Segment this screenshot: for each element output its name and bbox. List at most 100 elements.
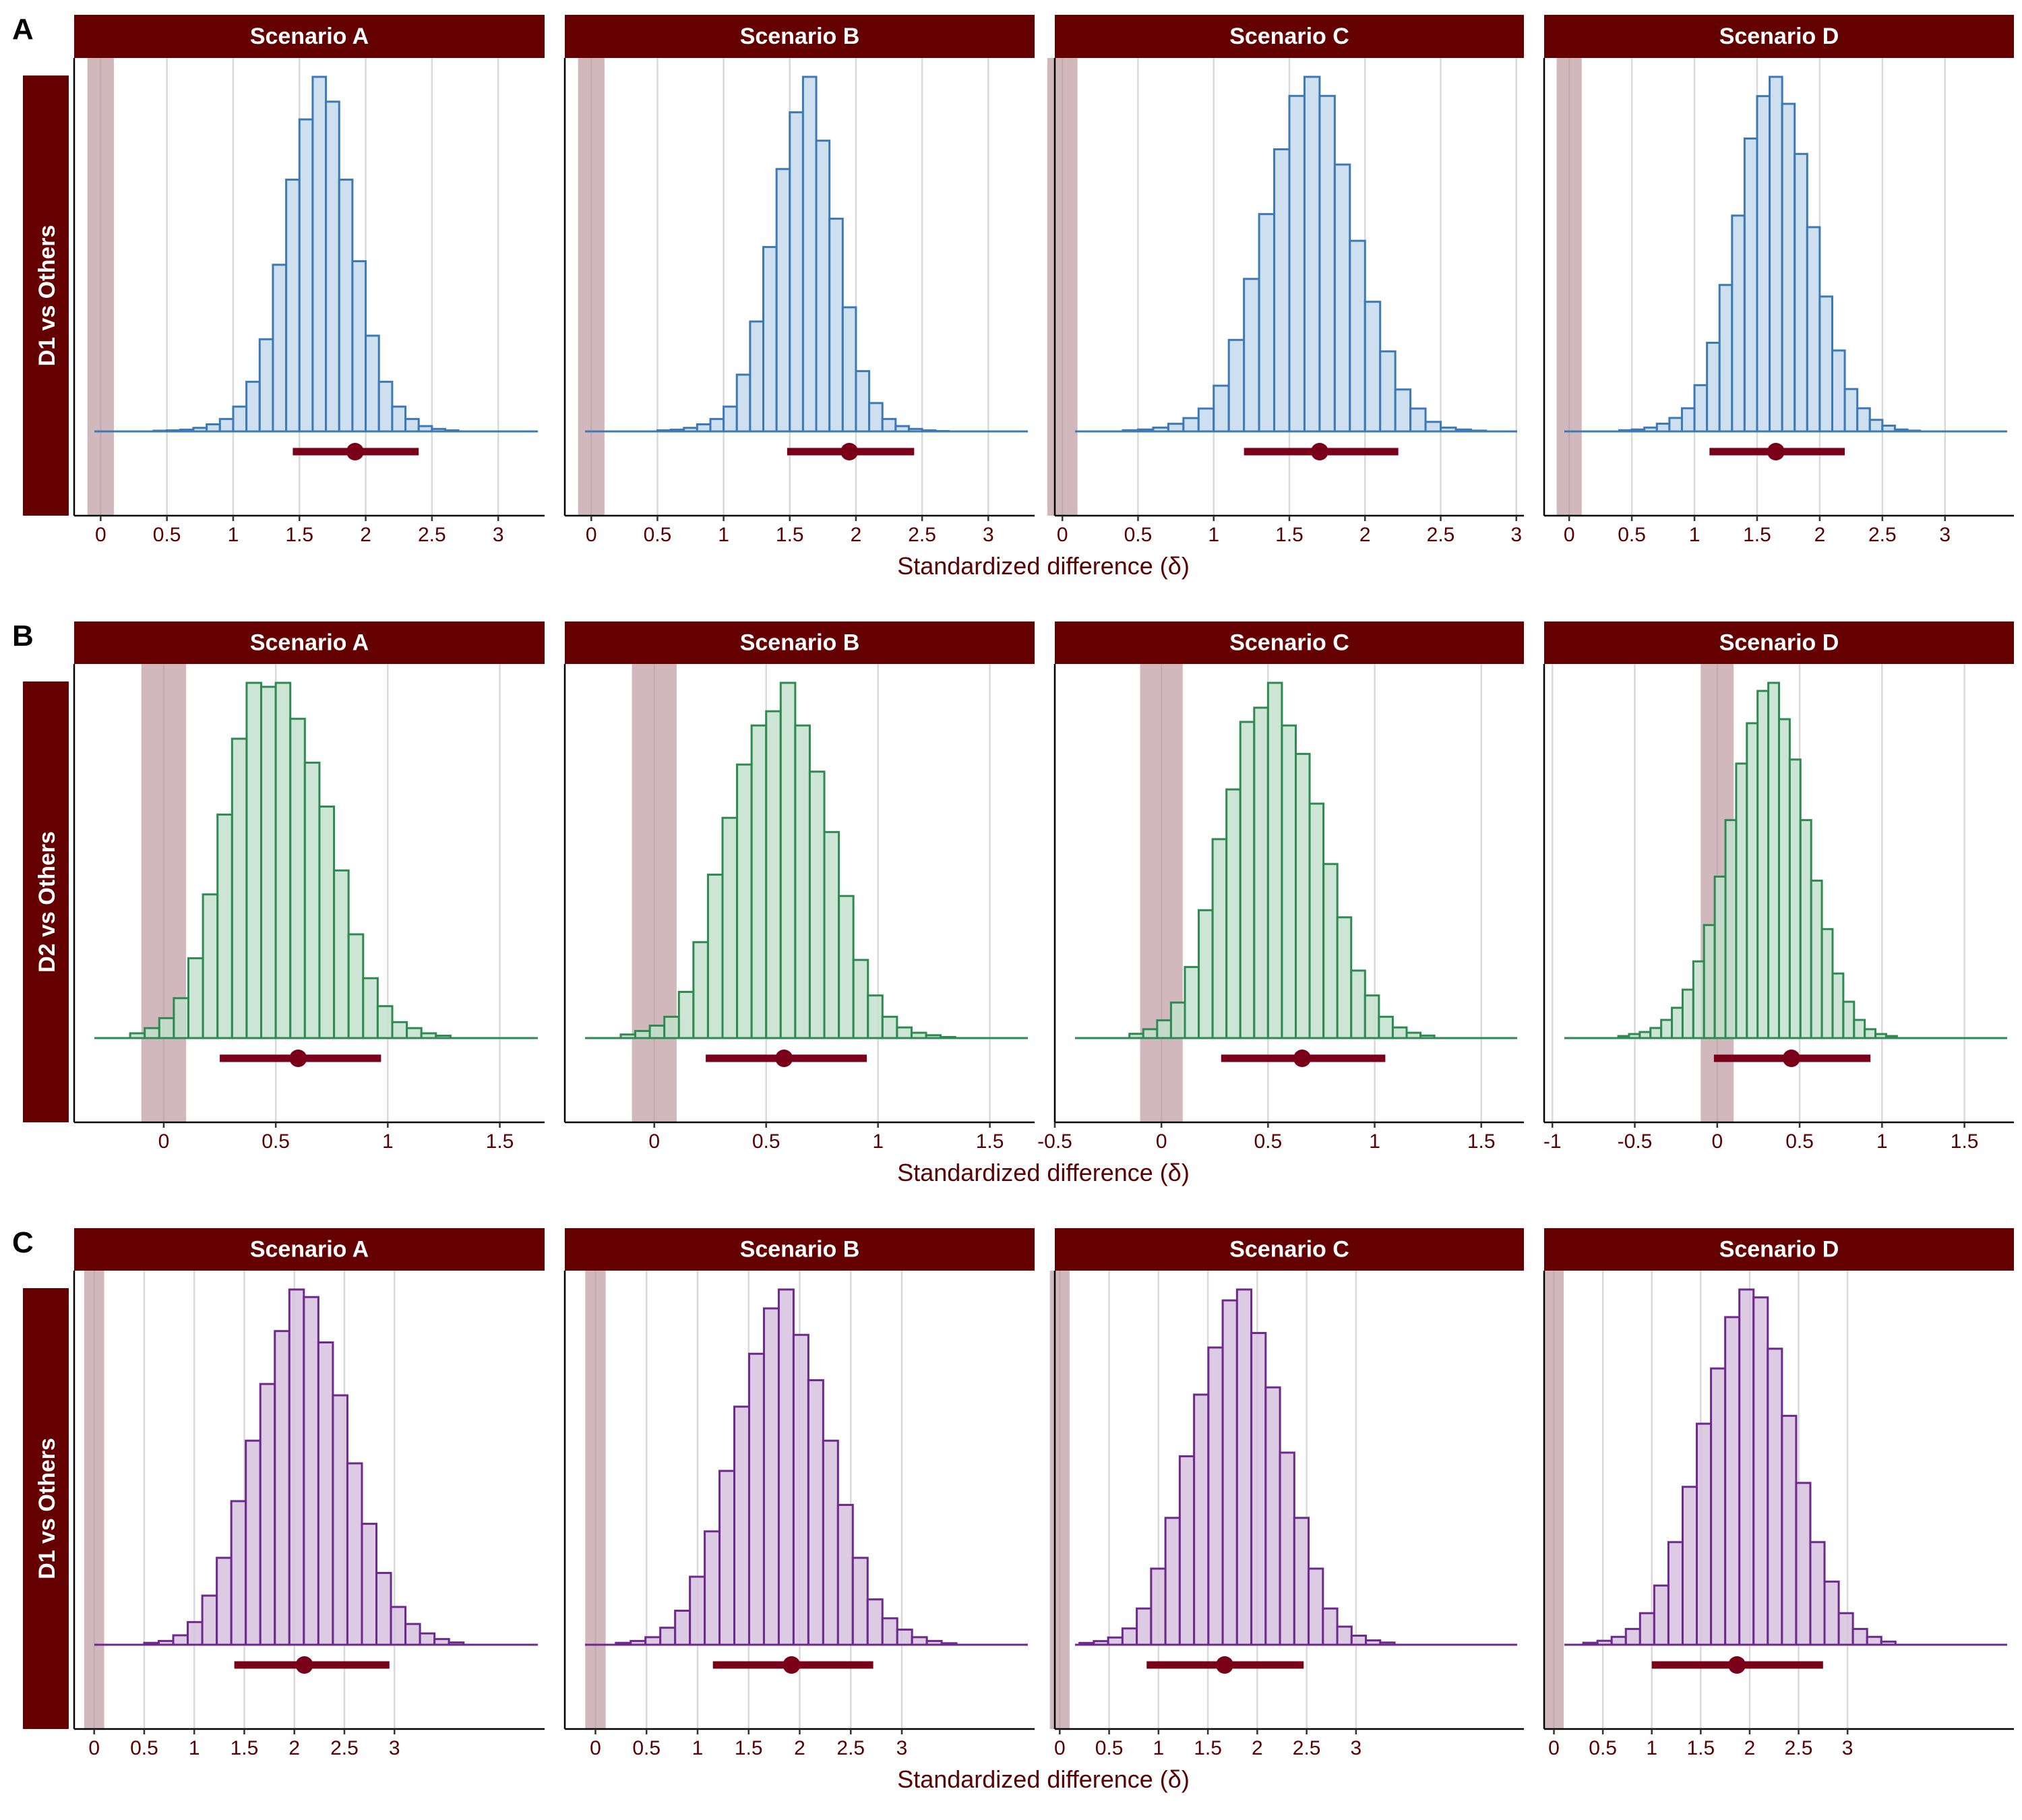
x-tick-label: 0 xyxy=(1054,1737,1066,1759)
x-tick-label: 0 xyxy=(88,1737,100,1759)
histogram-bar xyxy=(288,1288,305,1646)
histogram-bar xyxy=(1809,1541,1826,1646)
histogram-bar xyxy=(736,763,753,1039)
panel-strip xyxy=(1544,1228,2014,1271)
x-tick-label: 2 xyxy=(1359,524,1371,546)
x-tick-label: 2 xyxy=(360,524,371,546)
histogram-bar xyxy=(1680,407,1696,433)
histogram-bar xyxy=(232,405,248,433)
histogram-bar xyxy=(1308,1567,1324,1646)
histogram-bar xyxy=(779,681,797,1039)
histogram-bar xyxy=(1868,419,1884,433)
histogram-bar xyxy=(1713,875,1727,1039)
histogram-bar xyxy=(1409,407,1427,433)
histogram-bar xyxy=(1643,426,1658,433)
histogram-bar xyxy=(777,1288,795,1646)
histogram-bar xyxy=(404,418,420,433)
histogram-bar xyxy=(202,893,219,1039)
panel-strip xyxy=(565,1228,1035,1271)
histogram-bar xyxy=(1273,148,1291,433)
histogram-bar xyxy=(1394,388,1412,433)
histogram-bar xyxy=(762,1307,780,1646)
histogram-bar xyxy=(245,681,263,1039)
histogram-bar xyxy=(1167,423,1185,433)
x-tick-label: -1 xyxy=(1543,1130,1562,1153)
x-tick-label: 0.5 xyxy=(262,1130,290,1153)
histogram-bar xyxy=(1724,819,1738,1039)
panel-B-1: Scenario A 0 0.5 1 1.5 xyxy=(73,621,545,1153)
rope-band xyxy=(1544,1271,1564,1729)
histogram-bar xyxy=(1136,428,1155,433)
histogram-bar xyxy=(868,402,884,433)
histogram-bar xyxy=(317,1341,334,1646)
row-label: D1 vs Others xyxy=(34,1438,60,1579)
histogram-bar xyxy=(1769,75,1783,433)
histogram-bar xyxy=(1610,1635,1627,1646)
x-tick-label: 3 xyxy=(1510,524,1522,546)
histogram-bar xyxy=(836,1504,854,1646)
histogram-bar xyxy=(1336,1625,1353,1646)
x-tick-label: 0.5 xyxy=(130,1737,158,1759)
x-tick-label: 1.5 xyxy=(976,1130,1004,1153)
histogram-bar xyxy=(1703,923,1716,1039)
panel-strip xyxy=(74,1228,545,1271)
x-tick-label: 2.5 xyxy=(330,1737,359,1759)
histogram-bar xyxy=(1743,137,1758,433)
histogram-bar xyxy=(1243,278,1260,433)
histogram-bar xyxy=(1364,994,1380,1039)
histogram-bar xyxy=(921,429,937,433)
histogram-bar xyxy=(192,427,208,433)
panel-title: Scenario D xyxy=(1719,630,1839,656)
histogram-bar xyxy=(433,1638,450,1646)
histogram-bar xyxy=(881,1015,898,1039)
histogram-bar xyxy=(303,761,321,1039)
histogram-bar xyxy=(1128,1033,1144,1039)
rope-band xyxy=(1556,58,1582,516)
histogram-bar xyxy=(749,320,765,433)
histogram-bar xyxy=(630,1639,647,1646)
histogram-bar xyxy=(683,427,698,433)
x-tick-label: 0.5 xyxy=(632,1737,661,1759)
x-tick-label: 1.5 xyxy=(1743,524,1771,546)
x-tick-label: 1 xyxy=(872,1130,884,1153)
histogram-bar xyxy=(1164,1517,1181,1646)
histogram-bar xyxy=(245,1439,262,1646)
panel-strip xyxy=(74,621,545,664)
point-estimate xyxy=(840,443,859,460)
histogram-bar xyxy=(1378,1015,1394,1039)
histogram-bar xyxy=(794,724,811,1039)
x-tick-label: -0.5 xyxy=(1037,1130,1072,1153)
rope-band xyxy=(84,1271,104,1729)
x-tick-label: 3 xyxy=(389,1737,400,1759)
histogram-bar xyxy=(619,1033,637,1039)
histogram-bar xyxy=(677,990,695,1039)
panel-C-1: Scenario A 0 0.5 1 1.5 2 2.5 3 xyxy=(73,1228,545,1759)
histogram-bar xyxy=(762,245,778,433)
panel-title: Scenario C xyxy=(1229,24,1349,49)
panel-title: Scenario A xyxy=(250,1237,369,1263)
histogram-bar xyxy=(1756,95,1771,433)
histogram-bar xyxy=(704,1530,721,1646)
x-tick-label: 2 xyxy=(1252,1737,1263,1759)
histogram-bar xyxy=(721,816,739,1039)
histogram-bar xyxy=(706,874,724,1039)
histogram-bar xyxy=(1880,1640,1897,1646)
histogram-bar xyxy=(747,1352,765,1646)
x-tick-label: 2.5 xyxy=(1868,524,1897,546)
point-estimate xyxy=(1767,443,1785,460)
row-strip xyxy=(23,681,69,1122)
x-tick-label: 1.5 xyxy=(1686,1737,1715,1759)
histogram-bar xyxy=(907,427,923,433)
histogram-bar xyxy=(881,418,897,433)
x-tick-label: 1 xyxy=(692,1737,704,1759)
x-tick-label: 0.5 xyxy=(1124,524,1153,546)
rope-band xyxy=(578,58,605,516)
histogram-bar xyxy=(173,997,190,1039)
histogram-bar xyxy=(1788,758,1802,1039)
histogram-bar xyxy=(838,894,855,1039)
histogram-bar xyxy=(615,1641,632,1646)
histogram-bar xyxy=(1193,1393,1210,1646)
histogram-bar xyxy=(925,1639,943,1646)
